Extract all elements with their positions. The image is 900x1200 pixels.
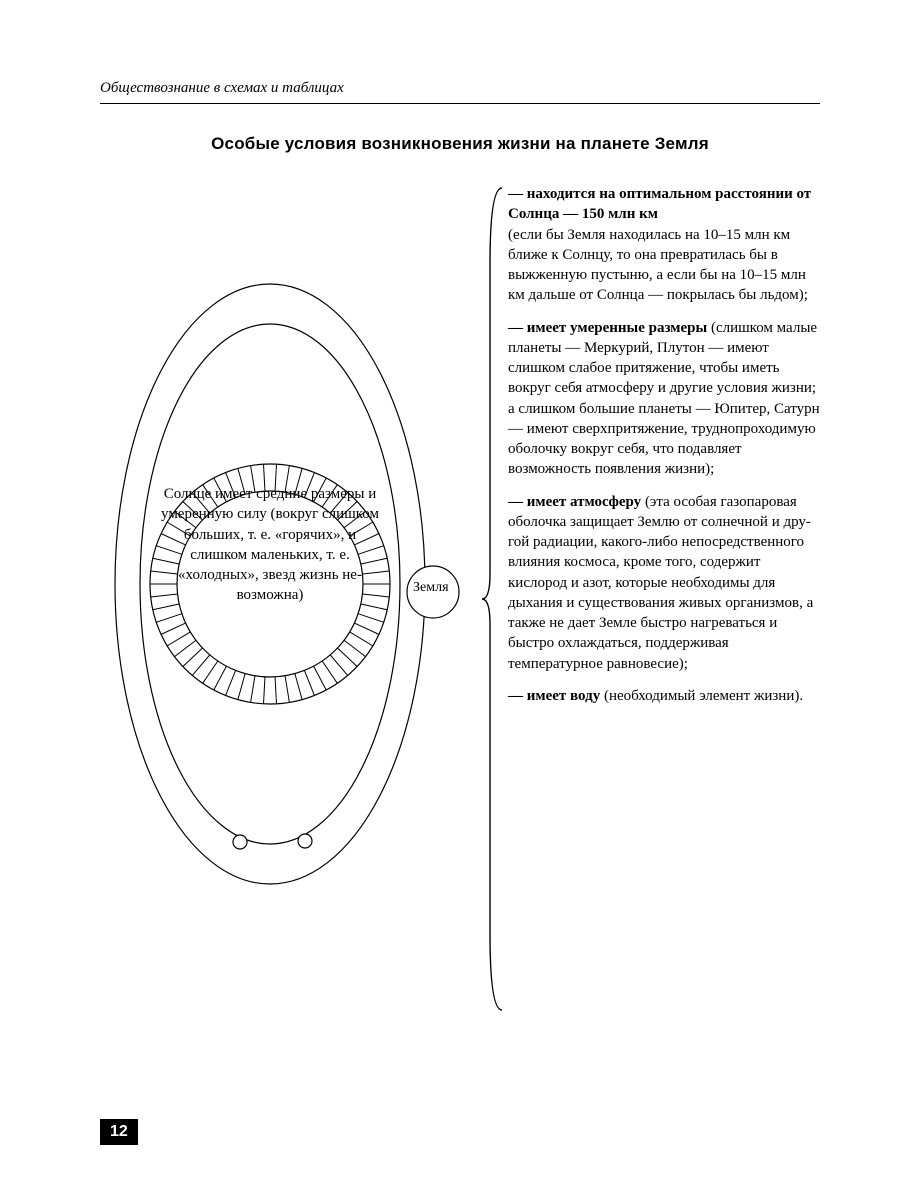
- conditions-list: — находится на оптимальном расстоянии от…: [480, 184, 820, 718]
- earth-label: Земля: [413, 580, 449, 596]
- page-title: Особые условия возникновения жизни на пл…: [140, 134, 780, 154]
- cond2-text: (слишком малые планеты — Меркурий, Плуто…: [508, 320, 820, 478]
- cond1-bold: — находится на оптимальном расстоянии от…: [508, 186, 811, 222]
- brace-icon: [480, 184, 506, 1014]
- cond3-bold: — имеет атмосферу: [508, 494, 641, 510]
- cond3-text: (эта особая газопаровая оболочка защища­…: [508, 494, 813, 672]
- page-number: 12: [100, 1119, 138, 1145]
- cond1-text: (если бы Земля находилась на 10–15 млн к…: [508, 227, 808, 304]
- cond4-text: (необходимый элемент жизни).: [600, 688, 803, 704]
- cond2-bold: — имеет умеренные размеры: [508, 320, 707, 336]
- condition-size: — имеет умеренные размеры (слишком малые…: [508, 318, 820, 480]
- condition-distance: — находится на оптимальном расстоянии от…: [508, 184, 820, 306]
- cond4-bold: — имеет воду: [508, 688, 600, 704]
- running-head: Обществознание в схемах и таблицах: [100, 80, 820, 104]
- condition-atmosphere: — имеет атмосферу (эта особая газопарова…: [508, 492, 820, 674]
- solar-diagram: Солнце имеет средние размеры и умеренную…: [100, 224, 480, 944]
- sun-caption: Солнце имеет средние размеры и умеренную…: [155, 484, 385, 606]
- content-area: Солнце имеет средние размеры и умеренную…: [100, 184, 820, 944]
- condition-water: — имеет воду (необходимый элемент жизни)…: [508, 686, 820, 706]
